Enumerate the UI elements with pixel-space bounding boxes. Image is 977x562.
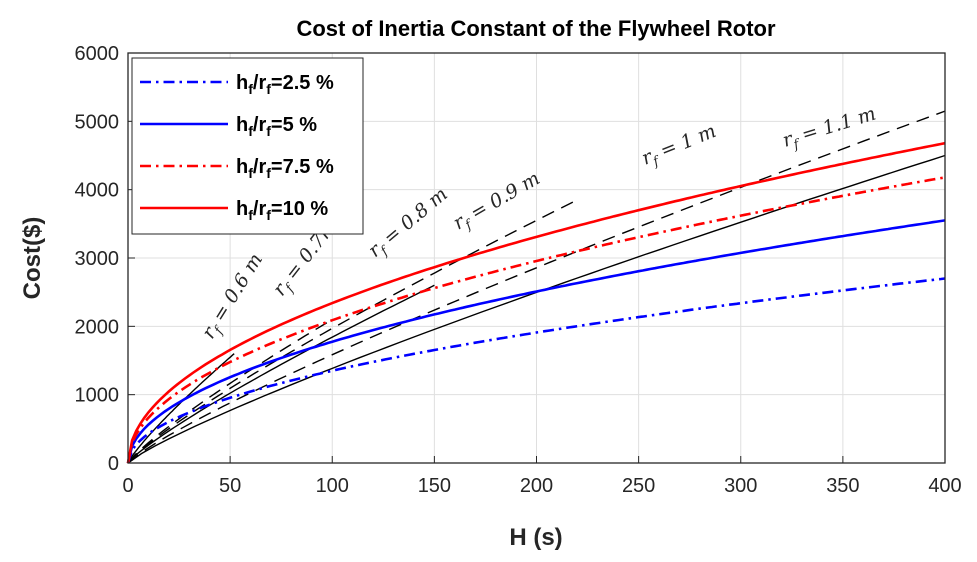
legend-label-4: hf/rf=10 % xyxy=(236,198,328,223)
rf-line-4 xyxy=(127,199,578,464)
series-line-3 xyxy=(126,176,946,464)
legend-label-2: hf/rf=5 % xyxy=(236,114,317,139)
y-tick-label: 5000 xyxy=(75,111,120,133)
y-tick-label: 4000 xyxy=(75,180,120,202)
x-tick-label: 100 xyxy=(316,475,349,497)
legend-box xyxy=(131,57,364,235)
y-tick-label: 0 xyxy=(108,453,119,475)
x-tick-label: 50 xyxy=(219,475,241,497)
y-axis-title: Cost($) xyxy=(19,217,46,300)
series-line-1 xyxy=(126,277,946,464)
rf-line-2 xyxy=(127,318,333,464)
legend-label-3: hf/rf=7.5 % xyxy=(236,156,334,181)
x-axis-title: H (s) xyxy=(509,524,562,551)
y-tick-label: 2000 xyxy=(75,316,120,338)
rf-line-3 xyxy=(127,284,435,464)
y-tick-label: 1000 xyxy=(75,385,120,407)
legend-label-1: hf/rf=2.5 % xyxy=(236,72,334,97)
x-tick-label: 350 xyxy=(826,475,859,497)
ticks: 0 50 100 150 200 250 300 350 4000100020003000400… xyxy=(75,43,962,497)
rf-line-5 xyxy=(127,110,946,464)
series-line-4 xyxy=(126,141,946,464)
x-tick-label: 150 xyxy=(418,475,451,497)
series-lines xyxy=(126,141,946,464)
x-tick-label: 300 xyxy=(724,475,757,497)
chart-title: Cost of Inertia Constant of the Flywheel… xyxy=(296,16,776,41)
x-tick-label: 250 xyxy=(622,475,655,497)
x-tick-label: 200 xyxy=(520,475,553,497)
x-tick-label: 0 xyxy=(122,475,133,497)
y-tick-label: 3000 xyxy=(75,248,120,270)
legend: hf/rf=2.5 % hf/rf=5 % hf/rf=7.5 % hf/rf=10 … xyxy=(131,57,364,235)
series-line-2 xyxy=(126,219,946,464)
y-tick-label: 6000 xyxy=(75,43,120,65)
x-tick-label: 400 xyxy=(928,475,961,497)
